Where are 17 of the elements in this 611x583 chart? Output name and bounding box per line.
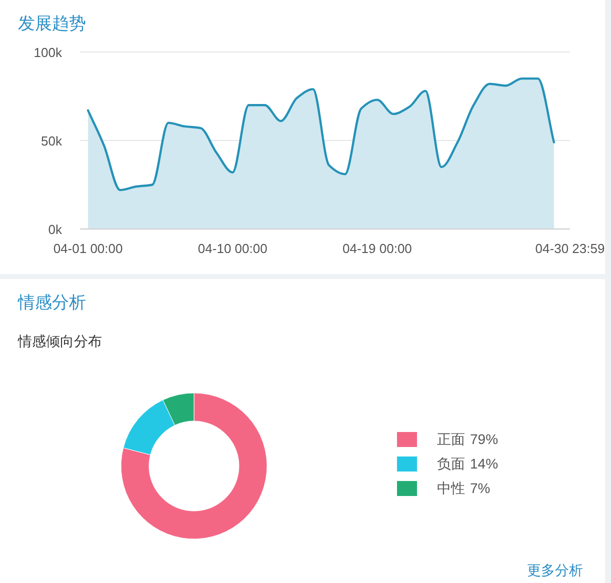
x-tick-label: 04-01 00:00: [53, 240, 123, 256]
data-label: 14%: [470, 456, 498, 472]
legend-label: 中性: [437, 480, 465, 496]
legend-label: 正面: [437, 431, 465, 447]
x-tick-label: 04-10 00:00: [198, 240, 268, 256]
legend-label: 负面: [437, 456, 465, 472]
data-label: 79%: [470, 431, 498, 447]
y-tick-label: 100k: [34, 44, 62, 60]
chart-title: 情感分析: [17, 293, 86, 312]
y-tick-label: 50k: [41, 133, 62, 148]
text: 更多分析: [527, 562, 583, 578]
x-tick-label: 04-19 00:00: [342, 240, 412, 256]
y-tick-label: 0k: [48, 222, 62, 236]
data-label: 7%: [470, 480, 490, 496]
chart-title: 发展趋势: [18, 14, 86, 33]
x-tick-label: 04-30 23:59: [535, 240, 605, 256]
chart-subtitle: 情感倾向分布: [17, 333, 102, 349]
